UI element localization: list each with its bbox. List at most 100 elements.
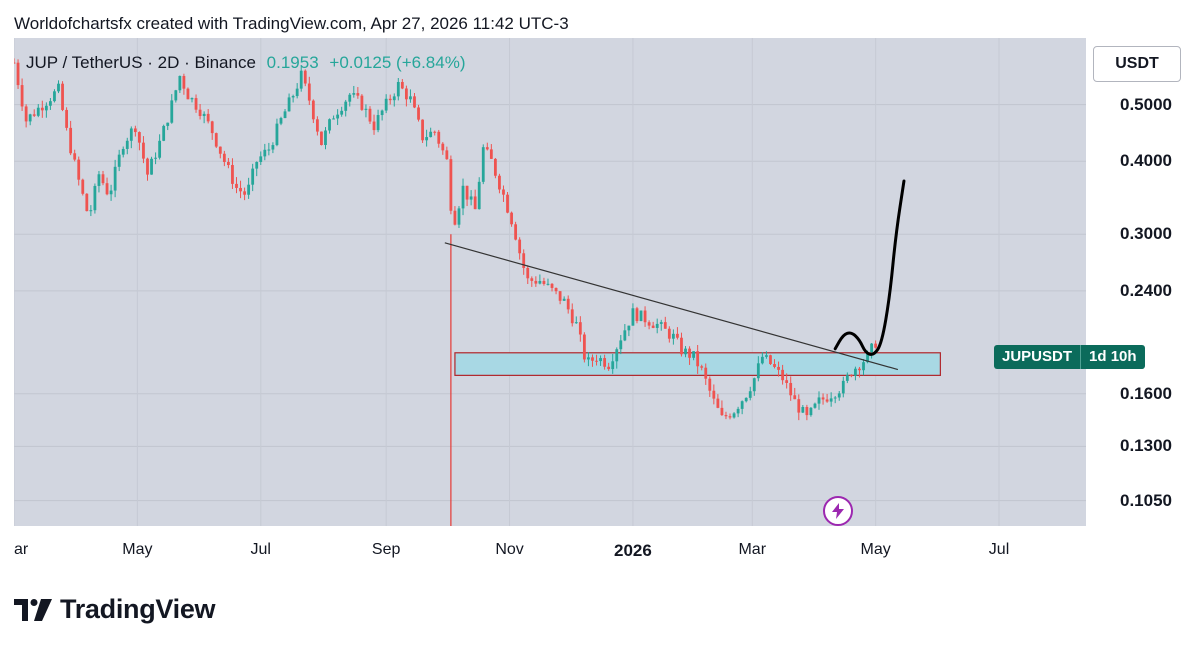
- candle-down: [874, 343, 878, 348]
- plot-area[interactable]: [14, 38, 1086, 526]
- candle-up: [809, 407, 813, 416]
- time-axis-label: Nov: [495, 541, 524, 558]
- candle-up: [684, 348, 687, 355]
- candle-down: [303, 70, 307, 84]
- candle-down: [821, 397, 825, 400]
- candle-up: [154, 157, 157, 159]
- legend-price: 0.1953: [266, 53, 319, 72]
- candle-up: [655, 323, 659, 328]
- candle-up: [756, 363, 760, 379]
- candle-up: [340, 110, 344, 115]
- candle-up: [380, 110, 384, 116]
- candle-up: [623, 330, 627, 341]
- candle-up: [28, 114, 32, 122]
- candle-down: [360, 95, 364, 110]
- candle-down: [825, 399, 829, 402]
- chart-frame[interactable]: JUP / TetherUS · 2D · Binance 0.1953 +0.…: [14, 38, 1186, 566]
- candle-down: [133, 128, 137, 133]
- candle-up: [344, 101, 348, 111]
- candle-down: [688, 348, 691, 358]
- legend-symbol: JUP / TetherUS · 2D · Binance: [26, 53, 256, 72]
- candle-up: [429, 131, 433, 138]
- candle-down: [81, 179, 85, 194]
- currency-button[interactable]: USDT: [1093, 46, 1181, 82]
- candle-down: [65, 109, 68, 128]
- candle-up: [615, 349, 619, 362]
- candle-up: [574, 322, 578, 324]
- candle-down: [315, 119, 319, 132]
- candle-down: [647, 322, 651, 326]
- lightning-event-icon[interactable]: [823, 496, 853, 526]
- candle-down: [489, 149, 493, 159]
- candle-up: [279, 118, 283, 124]
- candle-up: [53, 91, 56, 102]
- candle-down: [769, 355, 772, 365]
- candle-down: [40, 107, 44, 111]
- candle-up: [49, 101, 52, 106]
- candle-down: [582, 334, 586, 360]
- candle-up: [817, 397, 821, 404]
- candle-down: [214, 133, 218, 147]
- candle-up: [469, 196, 473, 200]
- chart-attribution: Worldofchartsfx created with TradingView…: [14, 14, 569, 33]
- candle-down: [138, 132, 141, 143]
- candle-up: [158, 140, 162, 158]
- candle-down: [417, 107, 420, 120]
- candle-up: [599, 358, 602, 362]
- time-axis-label: Jul: [250, 541, 271, 558]
- tradingview-logo-icon: [14, 598, 52, 621]
- candle-up: [332, 118, 335, 120]
- price-axis-label: 0.4000: [1120, 151, 1172, 171]
- candle-up: [801, 406, 805, 413]
- candle-up: [348, 94, 352, 102]
- candle-down: [441, 143, 445, 151]
- candle-up: [631, 308, 635, 326]
- candle-up: [263, 149, 267, 157]
- price-axis-label: 0.1050: [1120, 490, 1172, 510]
- candle-up: [611, 361, 615, 370]
- candle-up: [291, 96, 295, 98]
- candle-up: [117, 154, 121, 167]
- candle-down: [77, 159, 81, 180]
- candle-down: [32, 114, 36, 116]
- candle-down: [142, 142, 145, 159]
- time-axis-label: Jul: [988, 541, 1010, 558]
- candle-down: [578, 322, 582, 335]
- candle-up: [170, 100, 174, 123]
- candle-up: [671, 333, 675, 339]
- chart-legend: JUP / TetherUS · 2D · Binance 0.1953 +0.…: [26, 53, 466, 73]
- candle-up: [862, 362, 865, 371]
- candle-up: [324, 130, 327, 146]
- candle-up: [841, 380, 845, 394]
- candle-up: [425, 137, 429, 141]
- symbol-tag-ticker: JUPUSDT: [1002, 348, 1073, 365]
- candle-up: [36, 107, 40, 116]
- candle-down: [849, 375, 853, 377]
- candle-up: [121, 148, 125, 155]
- candle-down: [388, 98, 392, 101]
- candle-down: [235, 183, 238, 188]
- candle-down: [667, 328, 671, 339]
- candle-up: [202, 113, 206, 117]
- candle-down: [453, 210, 457, 225]
- candle-up: [190, 98, 194, 100]
- candle-up: [748, 391, 752, 398]
- candle-down: [61, 83, 64, 110]
- candle-up: [364, 108, 368, 110]
- candle-up: [299, 70, 303, 89]
- candle-down: [554, 287, 558, 292]
- candle-up: [732, 413, 736, 418]
- candle-down: [502, 189, 505, 195]
- tradingview-logo[interactable]: TradingView: [14, 594, 216, 625]
- candle-up: [267, 149, 271, 151]
- candle-down: [485, 147, 489, 150]
- candle-up: [328, 119, 331, 131]
- candle-down: [724, 415, 728, 417]
- candle-down: [311, 100, 315, 120]
- candle-up: [384, 98, 388, 111]
- price-chart-svg[interactable]: [14, 38, 1086, 526]
- candle-up: [744, 397, 748, 402]
- candle-down: [227, 161, 230, 166]
- candle-down: [105, 183, 109, 195]
- candle-down: [493, 158, 497, 176]
